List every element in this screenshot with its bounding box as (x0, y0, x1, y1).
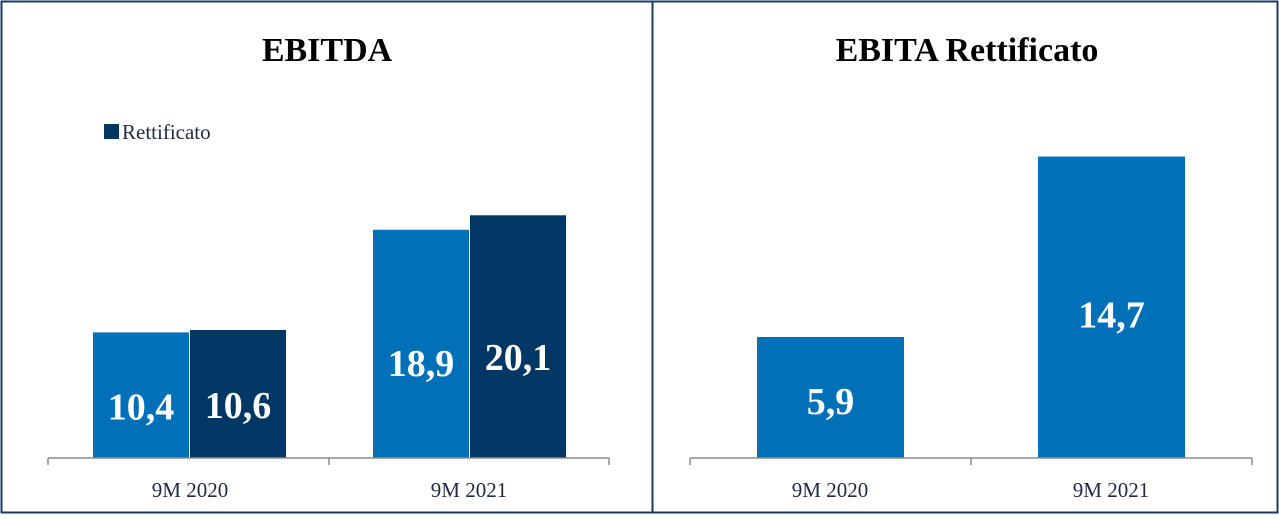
chart-ebitda-bars: 10,4 10,6 18,9 20,1 (93, 215, 566, 458)
bar-value-label: 5,9 (807, 381, 855, 423)
legend-swatch-rettificato (104, 124, 119, 139)
bar-value-label: 10,6 (205, 385, 272, 427)
chart-ebitda-title: EBITDA (262, 32, 393, 69)
chart-ebitda-x-tick-label: 9M 2021 (431, 478, 507, 502)
bar-ebita-0-0 (757, 337, 904, 458)
bar-ebitda-1-0 (373, 229, 469, 458)
bar-ebita-1-0 (1038, 156, 1185, 459)
bar-ebitda-1-1 (470, 215, 566, 458)
chart-ebitda-x-tick-label: 9M 2020 (152, 478, 228, 502)
chart-ebita-x-tick-label: 9M 2020 (792, 478, 868, 502)
bar-ebitda-0-1 (190, 330, 286, 458)
chart-ebita-x-tick-label: 9M 2021 (1073, 478, 1149, 502)
legend-label-rettificato: Rettificato (122, 120, 211, 144)
chart-ebita-title: EBITA Rettificato (836, 32, 1099, 69)
bar-value-label: 14,7 (1078, 294, 1145, 336)
bar-value-label: 20,1 (485, 337, 552, 379)
chart-ebita-rettificato: EBITA Rettificato 5,9 14,7 9M 2020 9M 202… (689, 32, 1253, 502)
chart-right-border (651, 0, 1279, 514)
chart-ebitda: EBITDA Rettificato 10,4 10,6 18,9 20,1 9M 2… (47, 32, 610, 502)
bar-ebitda-0-0 (93, 332, 189, 458)
bar-value-label: 10,4 (108, 386, 175, 428)
chart-ebita-bars: 5,9 14,7 (757, 156, 1185, 459)
bar-value-label: 18,9 (388, 343, 455, 385)
